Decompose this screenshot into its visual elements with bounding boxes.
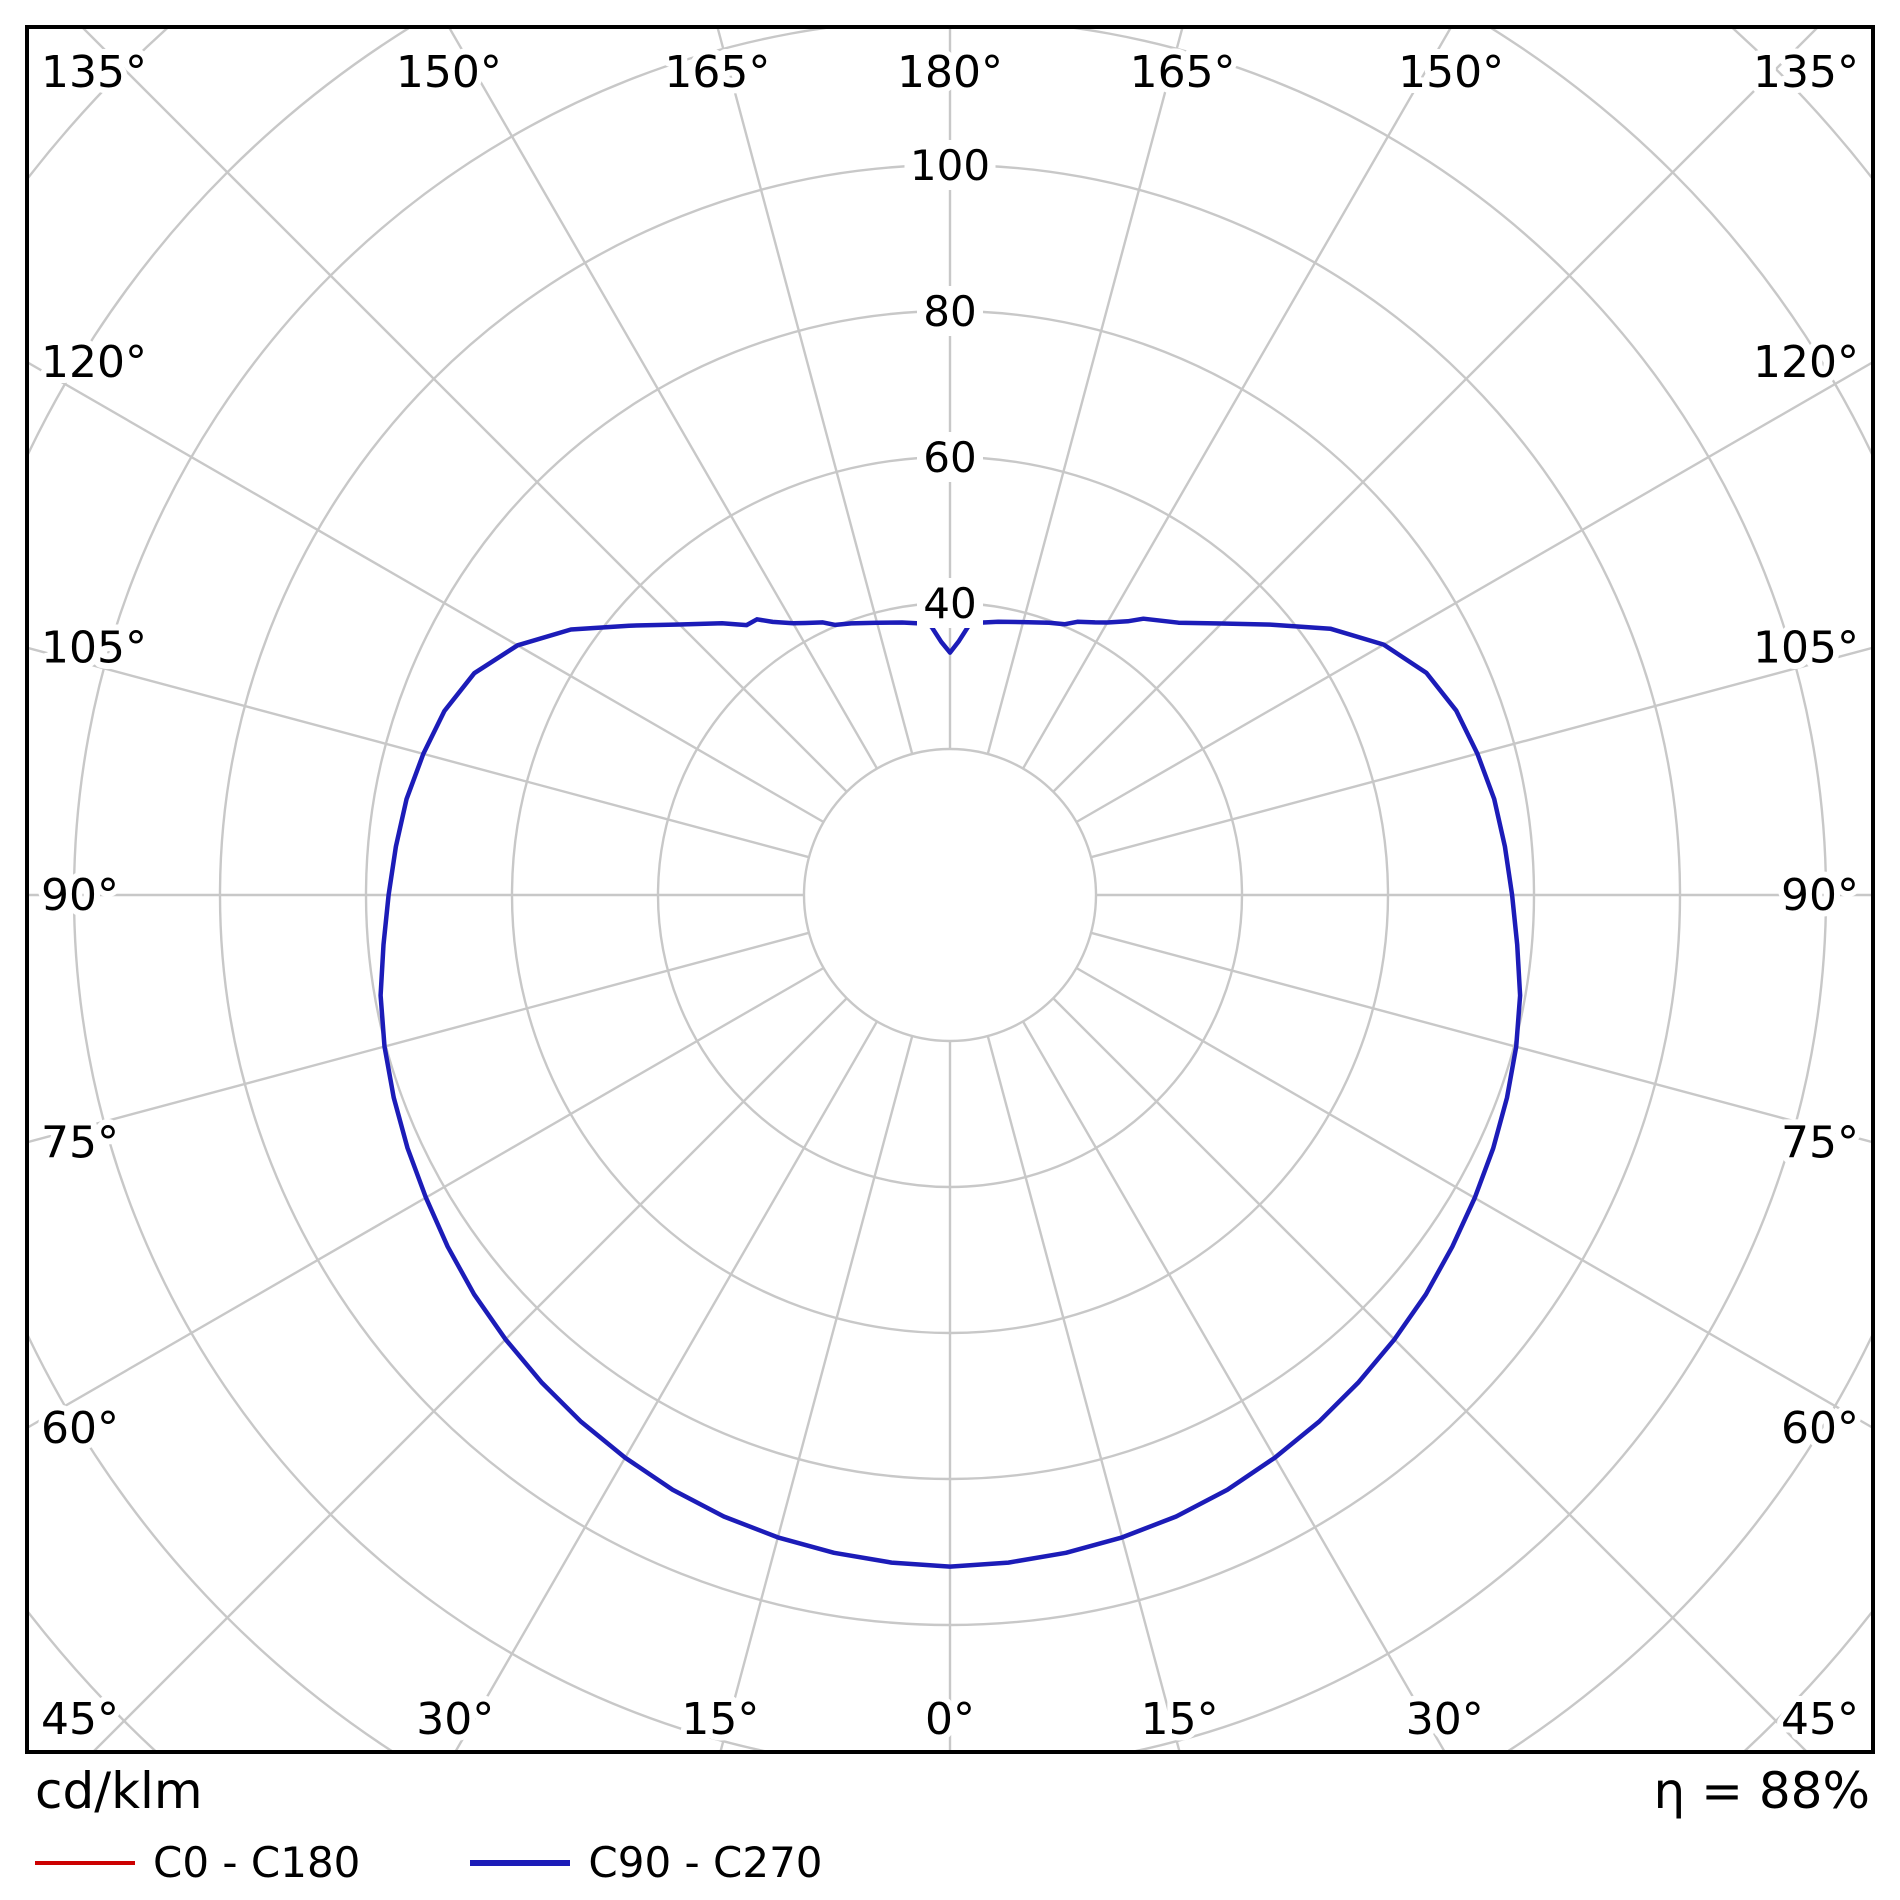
grid-spoke	[1090, 931, 1871, 1144]
chart-frame	[25, 25, 1875, 1754]
angle-label: 165°	[664, 47, 770, 98]
ring-label-bg	[917, 286, 983, 336]
angle-label: 60°	[1781, 1403, 1859, 1454]
angle-label: 105°	[41, 623, 147, 674]
angle-label: 150°	[1398, 47, 1504, 98]
angle-label: 135°	[41, 47, 147, 98]
grid-spoke	[82, 29, 848, 793]
grid-spoke	[93, 997, 848, 1750]
angle-label: 30°	[1406, 1694, 1484, 1745]
grid-spoke	[1075, 966, 1871, 1429]
ring-label: 40	[923, 579, 976, 628]
angle-label: 60°	[41, 1403, 119, 1454]
angle-label: 30°	[416, 1694, 494, 1745]
ring-label-bg	[917, 432, 983, 482]
angle-label: 15°	[681, 1694, 759, 1745]
grid-spoke	[29, 966, 825, 1429]
grid-spoke	[1090, 646, 1871, 859]
grid-spoke	[1021, 1020, 1446, 1750]
grid-spoke	[448, 29, 879, 770]
units-label: cd/klm	[35, 1762, 203, 1820]
angle-label: 75°	[1781, 1117, 1859, 1168]
angle-label: 165°	[1130, 47, 1236, 98]
grid-spoke	[454, 1020, 879, 1750]
angle-label: 45°	[41, 1694, 119, 1745]
legend-line-c0-c180-icon	[35, 1860, 135, 1865]
grid-spoke	[716, 29, 914, 755]
grid-ring	[802, 747, 1098, 1043]
legend-label-c0-c180: C0 - C180	[153, 1838, 361, 1887]
legend-item-c0-c180: C0 - C180	[35, 1838, 360, 1887]
ring-label: 100	[910, 141, 990, 190]
chart-footer: cd/klm η = 88% C0 - C180 C90 - C270	[30, 1762, 1870, 1894]
angle-label: 150°	[396, 47, 502, 98]
angle-label: 135°	[1753, 47, 1859, 98]
legend-line-c90-c270-icon	[470, 1859, 571, 1866]
grid-spoke	[1052, 29, 1818, 793]
grid-spoke	[1075, 361, 1871, 824]
ring-label-bg	[904, 140, 996, 190]
angle-label: 120°	[41, 337, 147, 388]
angle-label: 75°	[41, 1117, 119, 1168]
intensity-curve-c90-c270	[378, 616, 1523, 1569]
angle-label: 105°	[1753, 623, 1859, 674]
grid-spoke	[719, 1035, 914, 1750]
legend-item-c90-c270: C90 - C270	[470, 1838, 823, 1887]
chart-legend: C0 - C180 C90 - C270	[35, 1838, 823, 1887]
grid-spoke	[29, 361, 825, 824]
grid-spoke	[29, 646, 810, 859]
ring-label: 60	[923, 433, 976, 482]
angle-label: 90°	[41, 870, 119, 921]
grid-spoke	[986, 1035, 1181, 1750]
angle-label: 0°	[925, 1694, 975, 1745]
angle-label: 120°	[1753, 337, 1859, 388]
grid-spoke	[1052, 997, 1807, 1750]
legend-label-c90-c270: C90 - C270	[588, 1838, 823, 1887]
angle-label: 90°	[1781, 870, 1859, 921]
angle-label: 15°	[1141, 1694, 1219, 1745]
grid-spoke	[1021, 29, 1452, 770]
grid-spoke	[986, 29, 1184, 755]
ring-label-bg	[917, 578, 983, 628]
efficiency-label: η = 88%	[1653, 1762, 1870, 1820]
angle-label: 45°	[1781, 1694, 1859, 1745]
ring-label: 80	[923, 287, 976, 336]
grid-spoke	[29, 931, 810, 1144]
angle-label: 180°	[897, 47, 1003, 98]
